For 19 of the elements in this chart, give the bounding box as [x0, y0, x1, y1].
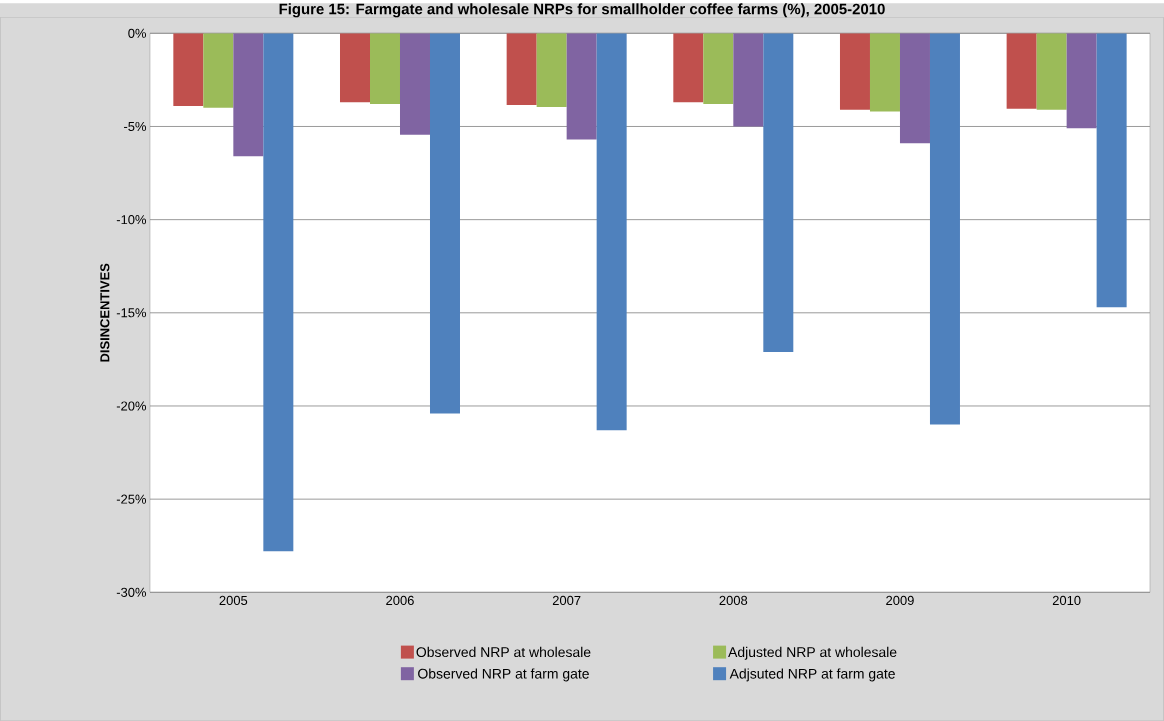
legend-label: Adjsuted NRP at farm gate	[729, 668, 895, 682]
y-tick-label: -30%	[116, 587, 147, 597]
x-tick-label: 2005	[219, 595, 248, 605]
x-tick-label: 2006	[386, 595, 414, 605]
y-tick-label: -15%	[116, 308, 147, 318]
legend-label: Adjusted NRP at wholesale	[728, 646, 897, 660]
y-tick-label: -5%	[124, 121, 147, 131]
legend-label: Observed NRP at wholesale	[416, 646, 591, 657]
y-tick-label: -25%	[116, 494, 147, 504]
x-tick-label: 2008	[719, 595, 748, 605]
x-tick-label: 2010	[1052, 595, 1081, 605]
y-tick-label: -20%	[116, 401, 147, 411]
y-tick-label: 0%	[128, 28, 147, 38]
legend-label: Observed NRP at farm gate	[418, 668, 589, 682]
y-tick-label: -10%	[116, 214, 147, 225]
chart-title: Figure 15: Farmgate and wholesale NRPs for smallholder coffee farms (%), 2005-2010	[279, 3, 885, 18]
x-tick-label: 2007	[552, 595, 581, 605]
x-tick-label: 2009	[886, 595, 914, 605]
y-axis-title: DISINCENTIVES	[100, 263, 110, 362]
